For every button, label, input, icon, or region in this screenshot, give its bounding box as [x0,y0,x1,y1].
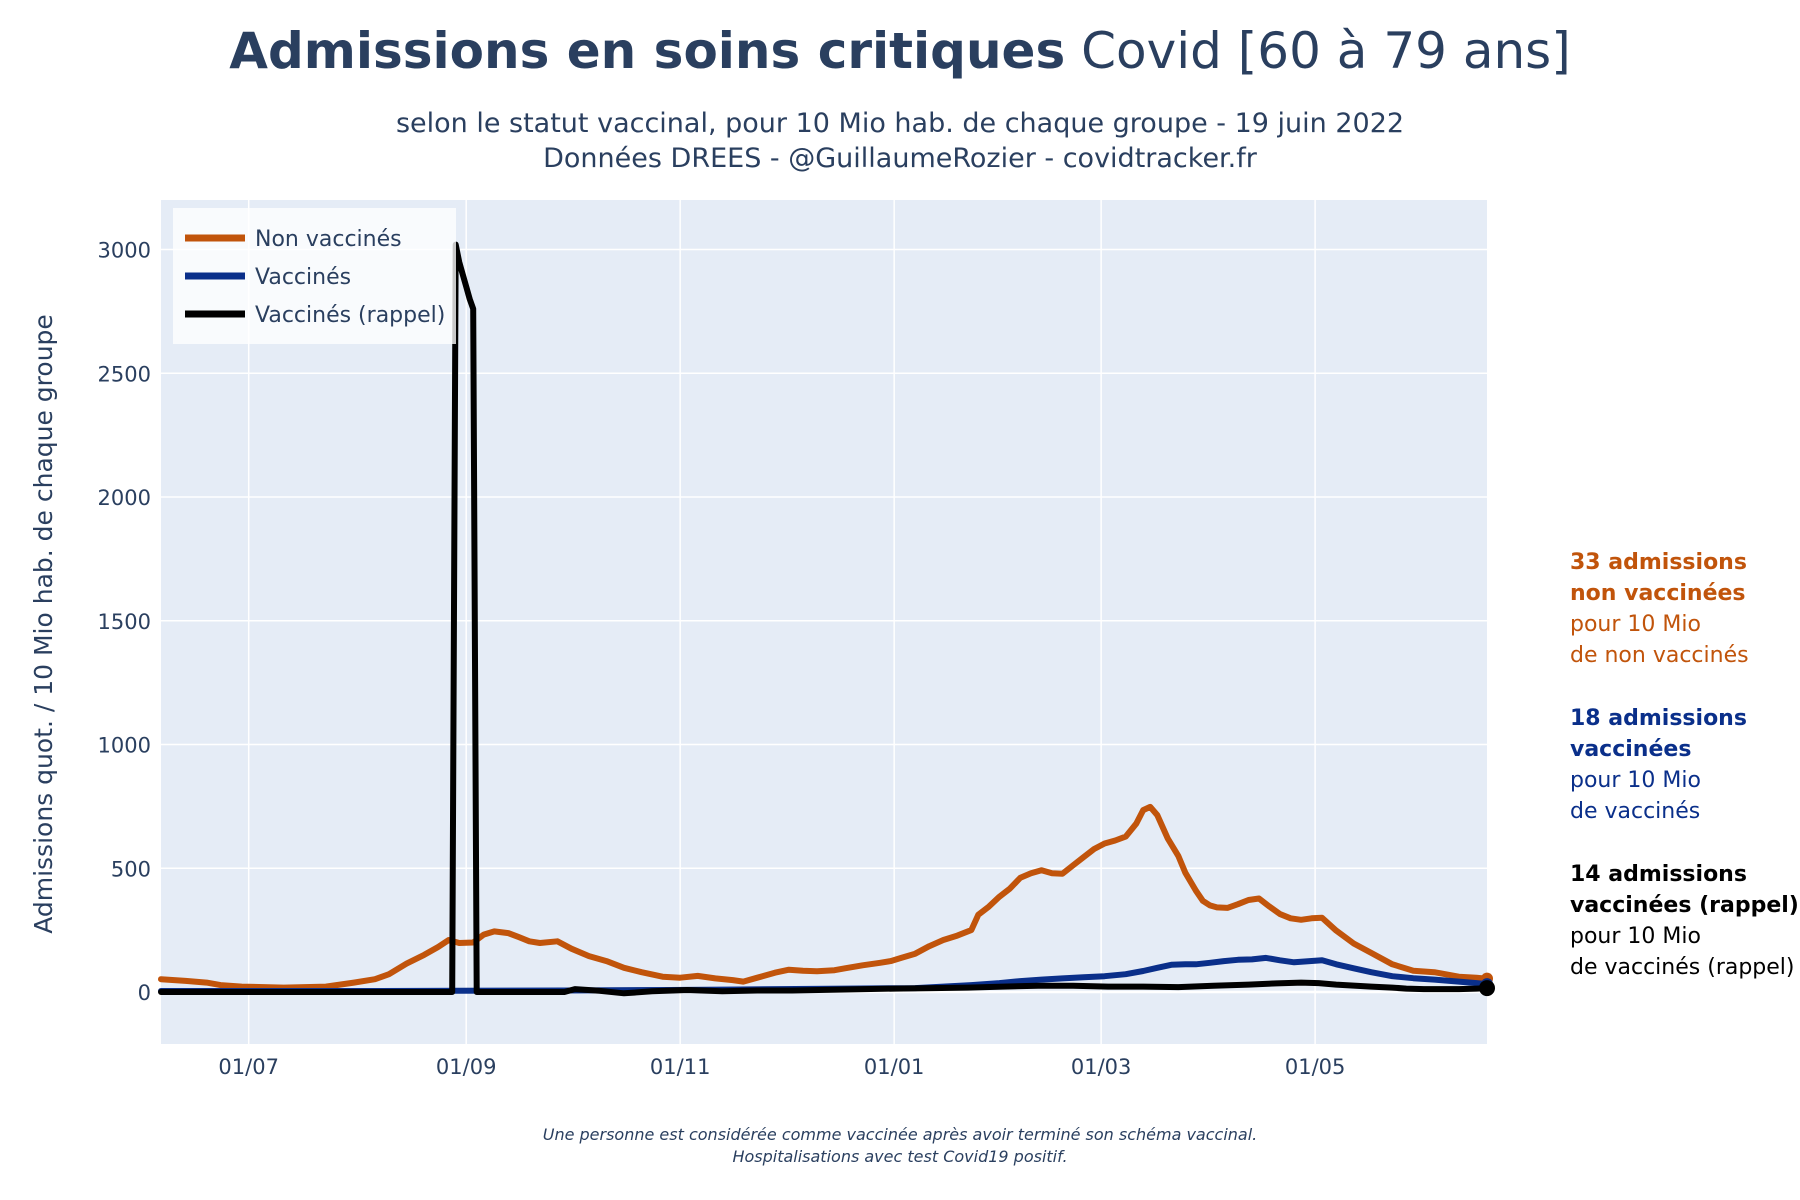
chart-subtitle-1: selon le statut vaccinal, pour 10 Mio ha… [395,108,1405,139]
legend[interactable]: Non vaccinés Vaccinés Vaccinés (rappel) [173,208,456,344]
annotation-vaccines-line1: 18 admissions [1570,706,1747,731]
y-tick-label: 2000 [98,486,151,510]
annotation-vaccines-line3: pour 10 Mio [1570,768,1701,793]
y-tick-label: 1500 [98,610,151,634]
series-line-rappel-endpoint [1479,980,1495,997]
x-tick-label: 01/07 [218,1055,279,1079]
annotation-vaccines: 18 admissions vaccinées pour 10 Mio de v… [1570,703,1747,827]
y-tick-label: 0 [138,981,151,1005]
y-tick-labels: 0 500 1000 1500 2000 2500 3000 [98,239,151,1006]
annotation-rappel-line1: 14 admissions [1570,862,1747,887]
x-tick-label: 01/05 [1285,1055,1346,1079]
annotation-non-vaccines-line4: de non vaccinés [1570,643,1749,668]
annotation-non-vaccines-line2: non vaccinées [1570,581,1746,606]
annotation-rappel-line2: vaccinées (rappel) [1570,893,1799,918]
chart-subtitle-2: Données DREES - @GuillaumeRozier - covid… [543,143,1257,174]
annotation-vaccines-line4: de vaccinés [1570,799,1701,824]
annotation-non-vaccines-line1: 33 admissions [1570,550,1747,575]
x-tick-labels: 01/07 01/09 01/11 01/01 01/03 01/05 [218,1055,1345,1079]
y-tick-label: 500 [111,857,151,881]
y-tick-label: 1000 [98,734,151,758]
annotation-vaccines-line2: vaccinées [1570,737,1692,762]
annotation-rappel-line4: de vaccinés (rappel) [1570,955,1795,980]
series-line-rappel [158,241,1490,997]
y-tick-label: 3000 [98,239,151,263]
annotation-non-vaccines-line3: pour 10 Mio [1570,612,1701,637]
annotation-non-vaccines: 33 admissions non vaccinées pour 10 Mio … [1570,547,1749,671]
annotation-rappel-line3: pour 10 Mio [1570,924,1701,949]
x-tick-label: 01/11 [650,1055,711,1079]
legend-label-vaccines: Vaccinés [255,265,351,290]
footnote-1: Une personne est considérée comme vaccin… [542,1125,1258,1144]
title-rest: Covid [60 à 79 ans] [1081,22,1571,80]
x-tick-label: 01/01 [864,1055,925,1079]
legend-label-non-vaccines: Non vaccinés [255,227,402,252]
x-tick-label: 01/03 [1071,1055,1132,1079]
chart-title: Admissions en soins critiques Covid [60 … [0,22,1800,80]
title-bold: Admissions en soins critiques [229,22,1066,80]
x-tick-label: 01/09 [436,1055,497,1079]
series-lines [158,241,1495,997]
y-axis-label: Admissions quot. / 10 Mio hab. de chaque… [29,314,58,934]
legend-label-rappel: Vaccinés (rappel) [255,303,445,328]
footnote-2: Hospitalisations avec test Covid19 posit… [732,1147,1068,1166]
y-tick-label: 2500 [98,362,151,386]
annotation-rappel: 14 admissions vaccinées (rappel) pour 10… [1570,859,1799,983]
series-line-non-vaccines [158,803,1490,991]
x-gridlines [247,200,1316,1044]
